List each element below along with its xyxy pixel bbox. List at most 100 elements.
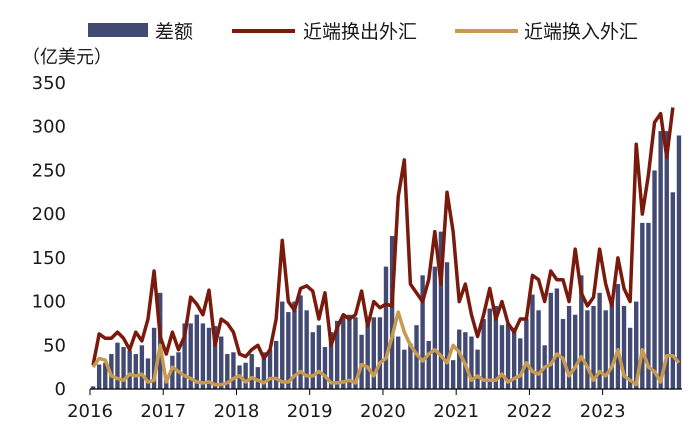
bar bbox=[432, 266, 438, 389]
bar bbox=[90, 386, 96, 389]
inflow-line bbox=[91, 310, 681, 387]
bar bbox=[188, 323, 193, 389]
bar bbox=[493, 305, 499, 389]
legend: 差额 近端换出外汇 近端换入外汇 bbox=[88, 21, 638, 43]
bar bbox=[127, 350, 132, 389]
bar bbox=[365, 323, 370, 389]
bar bbox=[603, 310, 608, 389]
bar bbox=[560, 319, 566, 389]
bar bbox=[585, 310, 590, 389]
bar bbox=[573, 314, 578, 389]
bar bbox=[267, 349, 273, 389]
bar bbox=[658, 131, 663, 389]
bar bbox=[316, 325, 322, 389]
bar bbox=[627, 327, 633, 389]
bar bbox=[151, 327, 157, 389]
x-tick-label: 2023 bbox=[580, 401, 626, 422]
bar-series bbox=[90, 131, 682, 389]
bar bbox=[615, 284, 621, 389]
bar bbox=[133, 354, 138, 389]
bar bbox=[402, 349, 407, 389]
x-axis: 2016 2017 2018 2019 2020 2021 2022 2023 bbox=[67, 389, 626, 422]
bar bbox=[646, 222, 651, 389]
bar bbox=[664, 131, 669, 389]
bar bbox=[524, 319, 529, 389]
bar bbox=[518, 338, 523, 389]
bar bbox=[505, 323, 511, 389]
bar bbox=[182, 323, 187, 389]
outflow-line bbox=[91, 107, 675, 366]
bar bbox=[396, 336, 401, 389]
bar bbox=[640, 222, 645, 389]
bar bbox=[676, 135, 682, 389]
line-series bbox=[91, 107, 681, 387]
bar bbox=[579, 275, 584, 389]
y-tick-label: 100 bbox=[32, 292, 66, 313]
x-tick-label: 2019 bbox=[287, 401, 333, 422]
bar bbox=[670, 192, 676, 389]
bar bbox=[121, 347, 126, 389]
bar bbox=[328, 332, 334, 389]
bar bbox=[457, 329, 462, 389]
bar bbox=[463, 332, 468, 389]
bar bbox=[444, 262, 450, 389]
bar bbox=[304, 310, 309, 389]
bar bbox=[621, 305, 627, 389]
x-tick-label: 2022 bbox=[507, 401, 553, 422]
bar bbox=[310, 332, 315, 389]
bar bbox=[566, 305, 572, 389]
bar bbox=[634, 301, 639, 389]
bar bbox=[206, 327, 212, 389]
bar bbox=[511, 327, 517, 389]
bar bbox=[164, 380, 169, 389]
bar bbox=[115, 342, 120, 389]
bar bbox=[286, 312, 291, 389]
bar bbox=[414, 325, 419, 389]
bar bbox=[377, 317, 383, 389]
x-tick-label: 2021 bbox=[433, 401, 479, 422]
bar bbox=[450, 360, 456, 389]
x-tick-label: 2016 bbox=[67, 401, 113, 422]
legend-label-bar: 差额 bbox=[155, 21, 193, 43]
bar bbox=[554, 288, 560, 389]
legend-swatch-bar bbox=[88, 23, 148, 37]
bar bbox=[591, 305, 596, 389]
bar bbox=[200, 323, 206, 389]
bar bbox=[225, 354, 230, 389]
bar bbox=[298, 295, 303, 389]
bar bbox=[353, 317, 358, 389]
legend-label-outflow: 近端换出外汇 bbox=[303, 21, 417, 43]
bar bbox=[231, 352, 236, 389]
y-axis-unit: （亿美元） bbox=[22, 47, 112, 68]
bar bbox=[273, 340, 279, 389]
y-tick-label: 200 bbox=[32, 204, 66, 225]
y-tick-label: 300 bbox=[32, 117, 66, 138]
y-tick-label: 150 bbox=[32, 248, 66, 269]
bar bbox=[292, 301, 297, 389]
bar bbox=[408, 343, 413, 389]
bar bbox=[536, 310, 541, 389]
bar bbox=[359, 334, 364, 389]
legend-label-inflow: 近端换入外汇 bbox=[524, 21, 638, 43]
bar bbox=[243, 362, 248, 389]
bar bbox=[487, 308, 492, 389]
bar bbox=[475, 349, 480, 389]
y-tick-label: 50 bbox=[43, 335, 66, 356]
bar bbox=[280, 301, 285, 389]
bar bbox=[212, 326, 218, 389]
y-tick-label: 250 bbox=[32, 160, 66, 181]
y-tick-label: 0 bbox=[55, 379, 66, 400]
bar bbox=[170, 355, 175, 389]
bar bbox=[347, 314, 352, 389]
bar bbox=[139, 345, 145, 389]
bar bbox=[194, 314, 199, 389]
x-tick-label: 2017 bbox=[140, 401, 186, 422]
bar bbox=[420, 275, 425, 389]
bar bbox=[481, 319, 486, 389]
bar bbox=[371, 317, 376, 389]
x-tick-label: 2020 bbox=[360, 401, 406, 422]
bar bbox=[96, 364, 102, 389]
bar bbox=[261, 352, 267, 389]
bar bbox=[426, 340, 431, 389]
